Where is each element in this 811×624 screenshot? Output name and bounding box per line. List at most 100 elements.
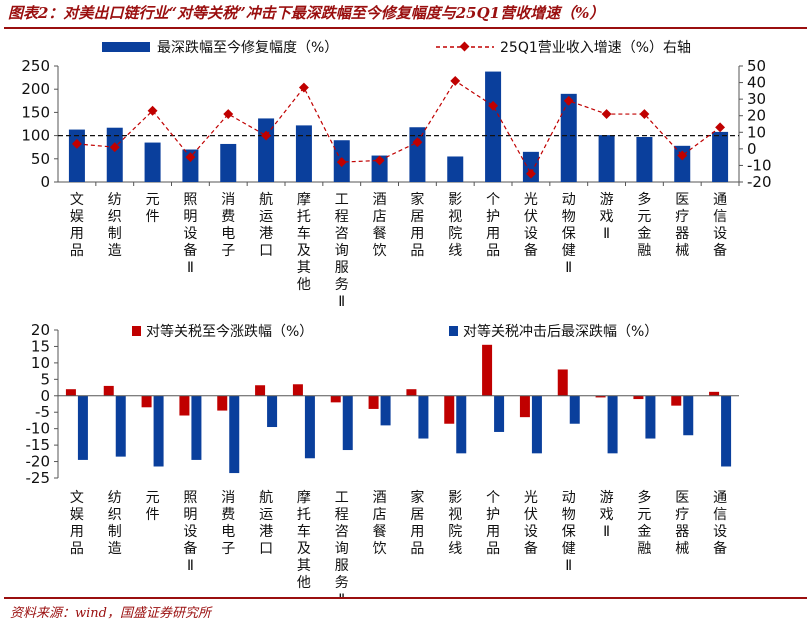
tariff-change-bar	[65, 389, 76, 396]
svg-text:动: 动	[562, 490, 576, 506]
deepest-drawdown-bar	[304, 395, 315, 459]
svg-text:备: 备	[713, 540, 727, 557]
left-tick-label: -5	[35, 403, 50, 421]
deepest-drawdown-bar	[531, 395, 542, 454]
svg-text:通: 通	[713, 192, 727, 208]
right-tick-label: 10	[747, 123, 766, 141]
legend-line-label: 25Q1营业收入增速（%）右轴	[500, 40, 691, 56]
left-tick-label: 0	[40, 173, 50, 191]
svg-text:护: 护	[486, 507, 500, 523]
svg-text:工: 工	[335, 192, 349, 208]
title-rule	[4, 27, 807, 29]
svg-text:他: 他	[297, 277, 311, 293]
svg-text:融: 融	[637, 243, 651, 259]
svg-text:运: 运	[259, 209, 273, 225]
revenue-growth-point	[525, 168, 536, 179]
recovery-bar	[220, 143, 237, 182]
svg-text:备: 备	[713, 242, 727, 259]
legend-red-swatch	[132, 326, 141, 336]
svg-text:其: 其	[297, 260, 311, 276]
recovery-bar	[485, 71, 502, 182]
revenue-growth-point	[147, 105, 158, 116]
svg-text:光: 光	[524, 192, 538, 208]
right-tick-label: -20	[747, 173, 772, 191]
svg-text:品: 品	[70, 243, 84, 259]
svg-text:多: 多	[637, 191, 651, 208]
svg-text:用: 用	[410, 524, 424, 540]
svg-text:伏: 伏	[524, 209, 538, 225]
svg-text:其: 其	[297, 558, 311, 574]
right-tick-label: 20	[747, 107, 766, 125]
svg-text:务: 务	[335, 575, 349, 591]
svg-text:Ⅱ: Ⅱ	[187, 260, 194, 276]
svg-text:件: 件	[146, 209, 160, 225]
tariff-change-bar	[255, 385, 266, 396]
svg-text:车: 车	[297, 523, 311, 540]
svg-text:制: 制	[108, 524, 122, 540]
svg-text:医: 医	[675, 490, 689, 506]
svg-text:托: 托	[297, 507, 311, 523]
svg-text:品: 品	[486, 541, 500, 557]
svg-text:费: 费	[221, 209, 235, 225]
deepest-drawdown-bar	[77, 395, 88, 460]
svg-text:摩: 摩	[297, 489, 311, 506]
legend-blue-swatch	[449, 326, 458, 336]
svg-text:医: 医	[675, 192, 689, 208]
svg-text:备: 备	[183, 540, 197, 557]
svg-text:店: 店	[373, 507, 387, 523]
svg-text:设: 设	[713, 226, 727, 242]
deepest-drawdown-bar	[342, 395, 353, 451]
tariff-change-bar	[406, 389, 417, 396]
svg-text:保: 保	[562, 226, 576, 242]
svg-text:运: 运	[259, 507, 273, 523]
revenue-growth-line	[76, 80, 721, 175]
svg-text:健: 健	[562, 243, 576, 259]
recovery-bar	[295, 125, 312, 182]
svg-text:械: 械	[675, 541, 689, 557]
svg-text:金: 金	[637, 524, 651, 540]
revenue-growth-point	[601, 109, 612, 120]
svg-text:造: 造	[108, 243, 122, 259]
svg-text:制: 制	[108, 226, 122, 242]
svg-text:家: 家	[410, 489, 424, 506]
deepest-drawdown-bar	[380, 395, 391, 426]
svg-text:信: 信	[713, 507, 727, 523]
left-tick-label: -20	[26, 453, 51, 471]
left-tick-label: -25	[26, 469, 51, 487]
svg-text:询: 询	[335, 243, 349, 259]
svg-text:多: 多	[637, 489, 651, 506]
tariff-change-bar	[519, 395, 530, 418]
deepest-drawdown-bar	[683, 395, 694, 436]
svg-text:器: 器	[675, 226, 689, 242]
revenue-growth-point	[374, 155, 385, 166]
recovery-bar	[258, 118, 275, 182]
svg-text:照: 照	[183, 192, 197, 208]
svg-text:健: 健	[562, 541, 576, 557]
revenue-growth-point	[109, 142, 120, 153]
category-label: 元件	[146, 490, 160, 523]
svg-text:设: 设	[524, 524, 538, 540]
svg-text:疗: 疗	[675, 209, 689, 225]
deepest-drawdown-bar	[191, 395, 202, 460]
svg-text:费: 费	[221, 507, 235, 523]
legend-line-marker	[459, 41, 470, 52]
svg-text:文: 文	[70, 490, 84, 506]
deepest-drawdown-bar	[494, 395, 505, 432]
right-tick-label: 0	[747, 140, 757, 158]
svg-text:咨: 咨	[335, 226, 349, 242]
recovery-bar	[409, 127, 426, 182]
svg-text:托: 托	[297, 209, 311, 225]
svg-text:用: 用	[70, 524, 84, 540]
svg-text:动: 动	[562, 192, 576, 208]
tariff-change-bar	[709, 391, 720, 396]
